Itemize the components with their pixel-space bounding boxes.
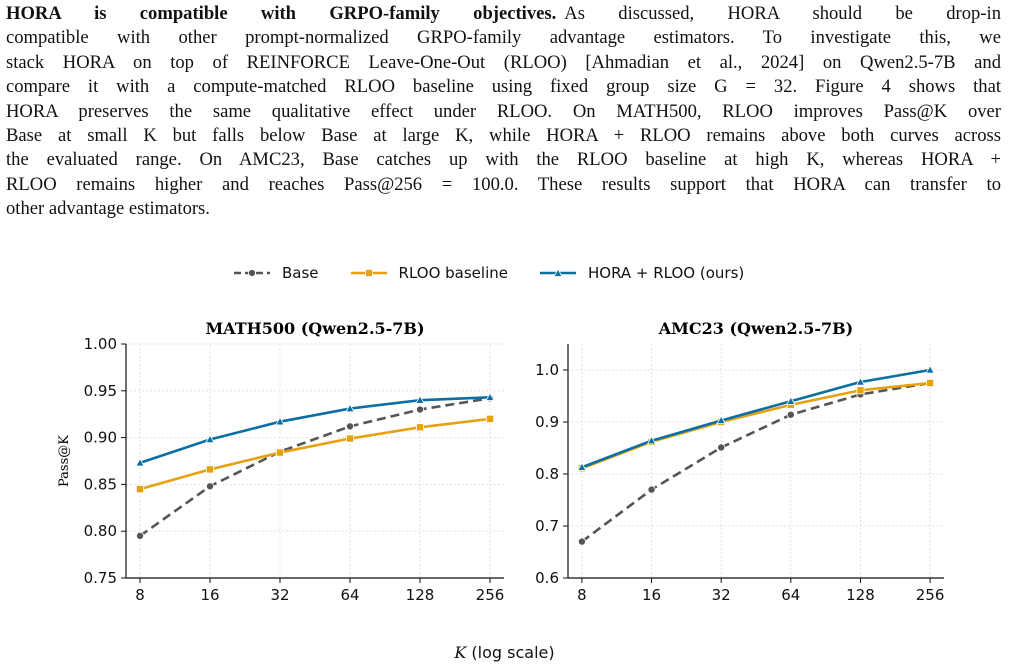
series-line-base	[139, 397, 491, 537]
chart-title: MATH500 (Qwen2.5-7B)	[205, 319, 424, 338]
paragraph-line: the evaluated range. On AMC23, Base catc…	[6, 149, 1001, 171]
y-axis-label: Pass@K	[57, 435, 72, 487]
y-tick-label: 0.9	[535, 413, 559, 431]
y-tick-label: 0.7	[535, 517, 559, 535]
math500-chart: MATH500 (Qwen2.5-7B) 0.75 0.80 0.85 0.90 0.95…	[57, 319, 505, 604]
y-tick-label: 1.0	[535, 361, 559, 379]
paragraph: HORA is compatible with GRPO-family obje…	[6, 2, 1001, 222]
data-point-hora	[855, 376, 866, 386]
data-point-hora	[135, 457, 145, 467]
data-point-base	[577, 537, 586, 546]
series-line-rloo	[581, 381, 931, 470]
legend-label-rloo: RLOO baseline	[398, 264, 508, 282]
data-point-base	[415, 405, 424, 414]
data-point-hora	[925, 364, 935, 374]
paragraph-line: RLOO remains higher and reaches Pass@256…	[6, 173, 1001, 195]
data-point-hora	[205, 434, 215, 444]
series-line-base	[581, 381, 931, 543]
legend-item-hora: HORA + RLOO (ours)	[538, 264, 744, 282]
series-line-hora	[581, 368, 931, 469]
data-point-rloo	[856, 386, 865, 395]
x-tick-label: 32	[270, 586, 289, 604]
data-point-rloo	[275, 448, 284, 457]
paragraph-line: HORA is compatible with GRPO-family obje…	[6, 2, 1001, 26]
paragraph-line: compare it with a compute-matched RLOO b…	[6, 76, 1001, 98]
legend-swatch-hora	[539, 268, 576, 277]
data-point-hora	[275, 416, 285, 426]
amc23-chart: AMC23 (Qwen2.5-7B) 0.6 0.7 0.8 0.9 1.0 8 16 32 64…	[535, 319, 945, 604]
figure-legend: Base RLOO baseline HORA + RLOO (ours)	[232, 262, 774, 284]
chart-title: AMC23 (Qwen2.5-7B)	[658, 319, 854, 338]
data-point-rloo	[205, 465, 214, 474]
x-tick-label: 64	[781, 586, 800, 604]
x-axis-label-variable: K	[454, 643, 467, 662]
x-tick-label: 32	[712, 586, 731, 604]
x-tick-label: 256	[476, 586, 505, 604]
paragraph-line: HORA preserves the same qualitative effe…	[6, 100, 1001, 122]
x-tick-label: 16	[200, 586, 219, 604]
data-point-base	[786, 410, 795, 419]
x-axis-label-suffix: (log scale)	[466, 643, 555, 662]
data-point-base	[136, 531, 145, 540]
y-tick-label: 0.75	[84, 569, 117, 587]
legend-label-hora: HORA + RLOO (ours)	[587, 264, 745, 282]
x-tick-label: 8	[135, 586, 145, 604]
paragraph-line: compatible with other prompt-normalized …	[6, 27, 1001, 49]
legend-item-rloo: RLOO baseline	[349, 264, 508, 282]
shared-x-axis-label: K (log scale)	[0, 643, 1009, 662]
data-point-rloo	[485, 414, 494, 423]
y-tick-label: 0.6	[535, 569, 559, 587]
data-point-base	[717, 443, 726, 452]
data-point-hora	[716, 415, 726, 425]
paragraph-line: Base at small K but falls below Base at …	[6, 125, 1001, 147]
data-point-hora	[646, 435, 657, 445]
paragraph-line: other advantage estimators.	[6, 198, 210, 220]
y-tick-label: 1.00	[84, 335, 117, 353]
y-tick-label: 0.85	[84, 475, 117, 493]
series-line-rloo	[139, 417, 491, 491]
series-line-hora	[139, 396, 491, 465]
data-point-rloo	[136, 485, 145, 494]
y-tick-label: 0.95	[84, 382, 117, 400]
data-point-hora	[345, 403, 355, 413]
legend-label-base: Base	[282, 264, 319, 282]
data-point-hora	[786, 396, 796, 405]
paragraph-line: stack HORA on top of REINFORCE Leave-One…	[6, 51, 1001, 73]
legend-swatch-rloo	[350, 269, 387, 277]
x-tick-label: 16	[642, 586, 661, 604]
x-tick-label: 128	[846, 586, 875, 604]
data-point-rloo	[345, 434, 354, 443]
paragraph-line-text: As discussed, HORA should be drop-in	[564, 3, 1001, 24]
y-tick-label: 0.8	[535, 465, 559, 483]
paragraph-lead: HORA is compatible with GRPO-family obje…	[6, 3, 557, 24]
data-point-base	[205, 482, 214, 491]
y-tick-label: 0.80	[84, 522, 117, 540]
data-point-base	[345, 422, 354, 431]
x-tick-label: 256	[916, 586, 945, 604]
data-point-rloo	[926, 379, 935, 388]
x-tick-label: 64	[340, 586, 359, 604]
y-tick-label: 0.90	[84, 429, 117, 447]
data-point-hora	[485, 392, 495, 401]
legend-item-base: Base	[232, 264, 319, 282]
x-tick-label: 8	[577, 586, 587, 604]
data-point-hora	[577, 462, 587, 471]
x-tick-label: 128	[406, 586, 435, 604]
legend-swatch-base	[234, 269, 270, 277]
data-point-hora	[415, 395, 425, 404]
data-point-base	[647, 485, 656, 494]
data-point-rloo	[415, 423, 424, 432]
